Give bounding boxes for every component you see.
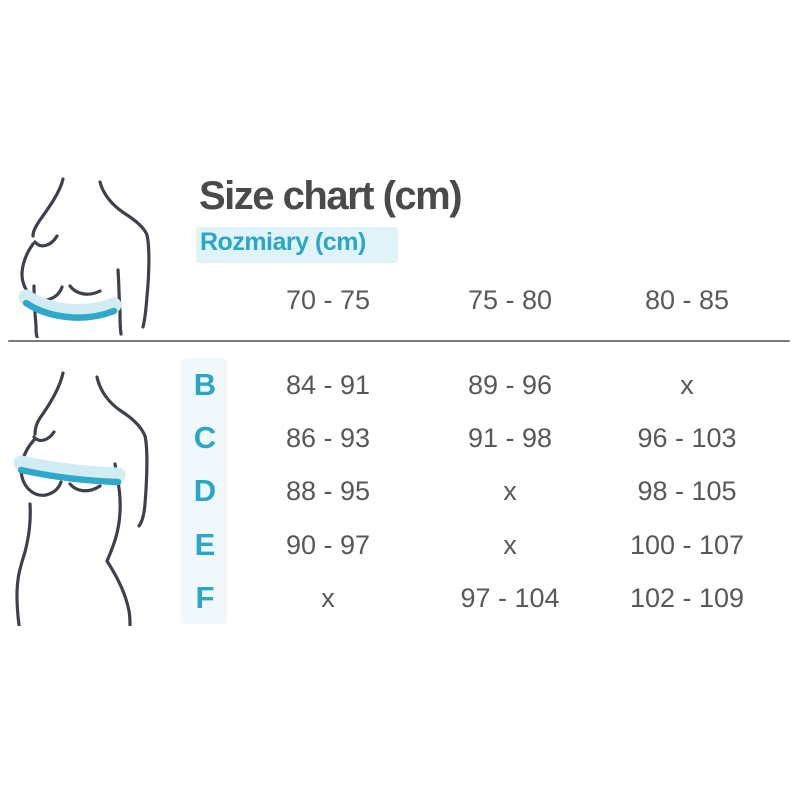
torso-waist-hip-left-line [15, 502, 32, 626]
torso-bust-illustration [13, 371, 149, 626]
underbust-measuring-band [22, 299, 118, 321]
torso-arm-right-line [141, 233, 151, 329]
cell-c-col2: 91 - 98 [467, 423, 553, 453]
page-title: Size chart (cm) [199, 174, 463, 218]
cell-e-col2: x [503, 530, 517, 560]
table-row-c: C 86 - 93 91 - 98 96 - 103 [180, 421, 792, 455]
table-row-d: D 88 - 95 x 98 - 105 [180, 474, 792, 508]
subtitle-highlight [196, 227, 398, 263]
torso-underbreast-line [68, 284, 102, 296]
cell-b-col1: 84 - 91 [285, 370, 371, 400]
cell-e-col3: 100 - 107 [629, 530, 745, 560]
column-header-70-75: 70 - 75 [285, 285, 371, 315]
bust-measuring-band [17, 466, 122, 486]
cell-d-col2: x [503, 476, 517, 506]
cell-d-col1: 88 - 95 [285, 476, 371, 506]
cell-c-col3: 96 - 103 [637, 423, 737, 453]
cup-label-f: F [195, 580, 215, 615]
table-row-e: E 90 - 97 x 100 - 107 [180, 528, 792, 562]
cup-label-b: B [193, 367, 217, 402]
column-header-80-85: 80 - 85 [644, 285, 730, 315]
cell-f-col1: x [321, 583, 335, 613]
cell-e-col1: 90 - 97 [285, 530, 371, 560]
torso-side-line [116, 268, 123, 336]
underbust-band-halo [18, 289, 122, 320]
torso-neck-left-line [33, 371, 65, 436]
table-divider [8, 340, 790, 342]
torso-shoulder-curl [33, 234, 59, 248]
table-row-f: F x 97 - 104 102 - 109 [180, 581, 792, 615]
cup-label-e: E [194, 527, 216, 562]
torso-underbreast-line [68, 482, 102, 493]
table-row-b: B 84 - 91 89 - 96 x [180, 368, 792, 402]
cell-f-col3: 102 - 109 [629, 583, 745, 613]
column-header-75-80: 75 - 80 [467, 285, 553, 315]
cell-c-col1: 86 - 93 [285, 423, 371, 453]
torso-underbust-illustration [18, 177, 151, 338]
torso-shoulder-curl [32, 430, 56, 443]
torso-neck-left-line [31, 177, 65, 238]
cup-label-d: D [193, 473, 217, 508]
torso-neck-right-line [95, 375, 147, 438]
table-header-row: 70 - 75 75 - 80 80 - 85 [180, 283, 792, 317]
cell-b-col3: x [680, 370, 694, 400]
cell-d-col3: 98 - 105 [637, 476, 737, 506]
cup-column-highlight [181, 358, 227, 624]
torso-neck-right-line [98, 180, 149, 237]
page-subtitle: Rozmiary (cm) [200, 228, 366, 256]
cup-label-c: C [193, 420, 217, 455]
bust-band-halo [13, 455, 126, 483]
torso-waist-hip-right-line [105, 462, 132, 626]
cell-f-col2: 97 - 104 [460, 583, 560, 613]
torso-arm-right-line [137, 434, 149, 528]
cell-b-col2: 89 - 96 [467, 370, 553, 400]
